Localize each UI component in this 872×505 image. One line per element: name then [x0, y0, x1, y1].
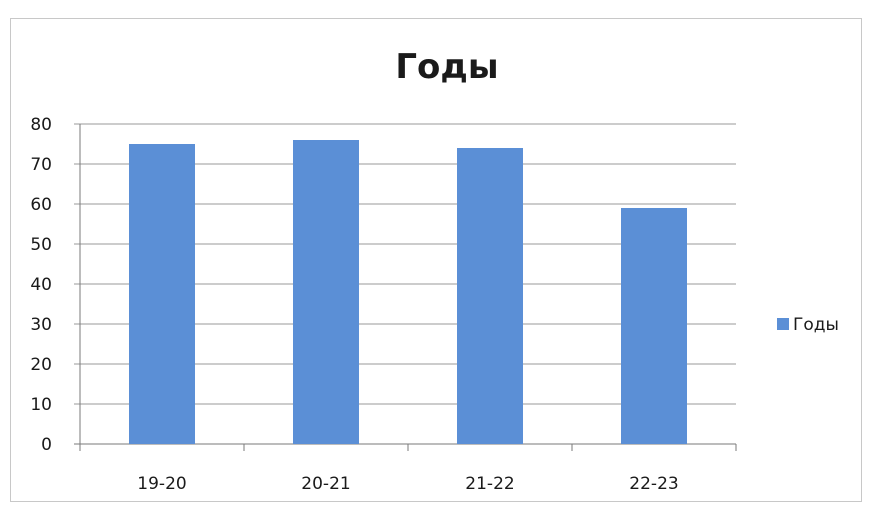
y-tick-label: 70	[30, 155, 52, 175]
y-tick-label: 80	[30, 115, 52, 135]
bar	[129, 144, 195, 444]
x-axis-ticks: 19-20 20-21 21-22 22-23	[137, 474, 678, 494]
legend-label: Годы	[793, 315, 839, 335]
bar	[293, 140, 359, 444]
y-tick-label: 20	[30, 355, 52, 375]
chart-title: Годы	[395, 47, 498, 87]
y-tick-label: 30	[30, 315, 52, 335]
bar	[621, 208, 687, 444]
bar	[457, 148, 523, 444]
bars	[129, 140, 687, 444]
x-tick-label: 20-21	[301, 474, 350, 494]
legend-swatch	[777, 318, 789, 330]
y-tick-label: 10	[30, 395, 52, 415]
y-tick-label: 60	[30, 195, 52, 215]
y-tick-label: 50	[30, 235, 52, 255]
x-tick-label: 19-20	[137, 474, 186, 494]
x-tick-label: 22-23	[629, 474, 678, 494]
legend: Годы	[777, 315, 839, 335]
y-tick-label: 40	[30, 275, 52, 295]
chart-frame	[10, 18, 862, 502]
y-tick-label: 0	[41, 435, 52, 455]
y-axis-ticks: 0 10 20 30 40 50 60 70 80	[30, 115, 52, 455]
x-tick-label: 21-22	[465, 474, 514, 494]
